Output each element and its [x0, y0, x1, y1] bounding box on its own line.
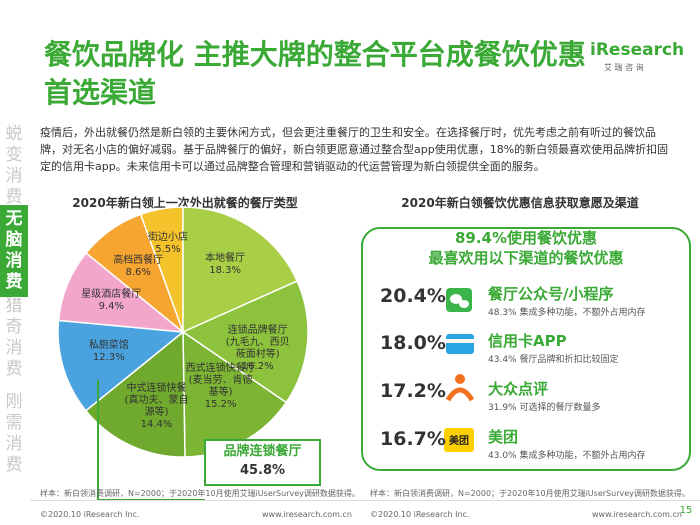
slice-label: 街边小店 5.5%	[132, 232, 204, 256]
channel-desc: 31.9% 可选择的餐厅数量多	[488, 403, 601, 413]
slice-value: 12.3%	[92, 352, 125, 364]
channels-head: 89.4%使用餐饮优惠 最喜欢用以下渠道的餐饮优惠	[362, 228, 690, 268]
headline: 89.4%使用餐饮优惠	[454, 229, 598, 247]
slice-value: 14.4%	[140, 418, 173, 430]
intro: 疫情后，外出就餐仍然是新白领的主要休闲方式，但会更注重餐厅的卫生和安全。在选择餐…	[40, 126, 669, 173]
slice-category: 街边小店	[147, 231, 188, 243]
source: 样本：新白领消费调研，N=2000；于2020年10月使用艾瑞iUserSurv…	[40, 489, 360, 498]
callout-label: 品牌连锁餐厅	[223, 444, 302, 459]
channel-desc: 43.0% 集成多种功能，不额外占用内存	[488, 451, 646, 461]
slice-category: 连锁品牌餐厅(九毛九、西贝莜面村等)	[225, 324, 290, 360]
channel-name: 美团	[488, 428, 519, 446]
slice-label: 星级酒店餐厅 9.4%	[75, 289, 147, 313]
page-number: 15	[679, 505, 693, 516]
icon-wechat-bubble	[459, 300, 469, 308]
slice-label: 高档西餐厅 8.6%	[102, 255, 174, 279]
chart-title: 2020年新白领上一次外出就餐的餐厅类型	[72, 196, 298, 210]
icon-dianping	[455, 374, 465, 384]
icon-dianping-body	[445, 387, 475, 402]
channel-name: 大众点评	[488, 380, 549, 398]
slice-value: 16.2%	[241, 360, 274, 372]
logo: iResearch	[590, 40, 685, 60]
nav-item: 蜕变消费	[5, 124, 23, 207]
channel-desc: 43.4% 餐厅品牌和折扣比较固定	[488, 355, 619, 365]
pie-slice	[182, 206, 299, 334]
channel-share: 17.2%	[380, 380, 446, 402]
source: 样本：新白领消费调研，N=2000；于2020年10月使用艾瑞iUserSurv…	[370, 489, 690, 498]
channel-desc: 48.3% 集成多种功能，不额外占用内存	[488, 308, 646, 318]
icon-card	[446, 334, 474, 354]
callout: 品牌连锁餐厅 45.8%	[205, 442, 320, 480]
slice-value: 18.3%	[209, 264, 242, 276]
channels-title: 2020年新白领餐饮优惠信息获取意愿及渠道	[401, 196, 639, 210]
pie-slice	[84, 330, 186, 458]
channel-share: 20.4%	[380, 285, 446, 307]
channel-name: 餐厅公众号/小程序	[488, 285, 614, 303]
slice-label: 私厨菜馆 12.3%	[73, 340, 145, 364]
channels-panel	[361, 227, 691, 471]
slice-value: 8.6%	[125, 266, 151, 278]
slice-label: 本地餐厅 18.3%	[189, 253, 261, 277]
slice-value: 15.2%	[204, 399, 237, 411]
site: www.iresearch.com.cn	[262, 510, 352, 519]
icon-meituan	[444, 428, 474, 452]
slice-label: 连锁品牌餐厅(九毛九、西贝莜面村等) 16.2%	[222, 325, 294, 373]
slice-category: 西式连锁快餐厅(麦当劳、肯德基等)	[185, 363, 256, 399]
channel-share: 18.0%	[380, 332, 446, 354]
icon-card-stripe	[446, 339, 474, 343]
pie-slice	[85, 213, 185, 335]
slice-category: 中式连锁快餐(真功夫、蒙自源等)	[124, 382, 189, 418]
callout-box	[204, 439, 321, 486]
slice-value: 9.4%	[98, 300, 124, 312]
copyright: ©2020.10 iResearch Inc.	[370, 510, 470, 519]
nav-item: 无脑消费	[0, 205, 28, 297]
nav-item: 刚需消费	[5, 392, 23, 475]
subhead: 最喜欢用以下渠道的餐饮优惠	[428, 249, 624, 267]
slice-label: 中式连锁快餐(真功夫、蒙自源等) 14.4%	[121, 383, 193, 431]
icon-meituan-text: 美团	[449, 434, 469, 447]
pie-slice	[57, 319, 185, 412]
title: 餐饮品牌化 主推大牌的整合平台成餐饮优惠首选渠道	[44, 38, 586, 109]
logo-sub: 艾 瑞 咨 询	[604, 63, 644, 72]
slice-category: 私厨菜馆	[88, 340, 129, 352]
site: www.iresearch.com.cn	[592, 510, 682, 519]
channel-share: 16.7%	[380, 428, 446, 450]
callout-value: 45.8%	[239, 463, 286, 478]
slice-category: 本地餐厅	[205, 252, 246, 264]
slice-label: 西式连锁快餐厅(麦当劳、肯德基等) 15.2%	[185, 363, 257, 411]
copyright: ©2020.10 iResearch Inc.	[40, 510, 140, 519]
slice-category: 星级酒店餐厅	[81, 288, 142, 300]
footer-rule	[30, 500, 700, 501]
channel-name: 信用卡APP	[488, 332, 567, 350]
slice-category: 高档西餐厅	[113, 254, 164, 266]
nav-item: 猎奇消费	[5, 296, 23, 379]
slice-value: 5.5%	[155, 243, 181, 255]
icon-wechat-bubble	[450, 294, 462, 304]
pie-slice	[181, 280, 309, 404]
